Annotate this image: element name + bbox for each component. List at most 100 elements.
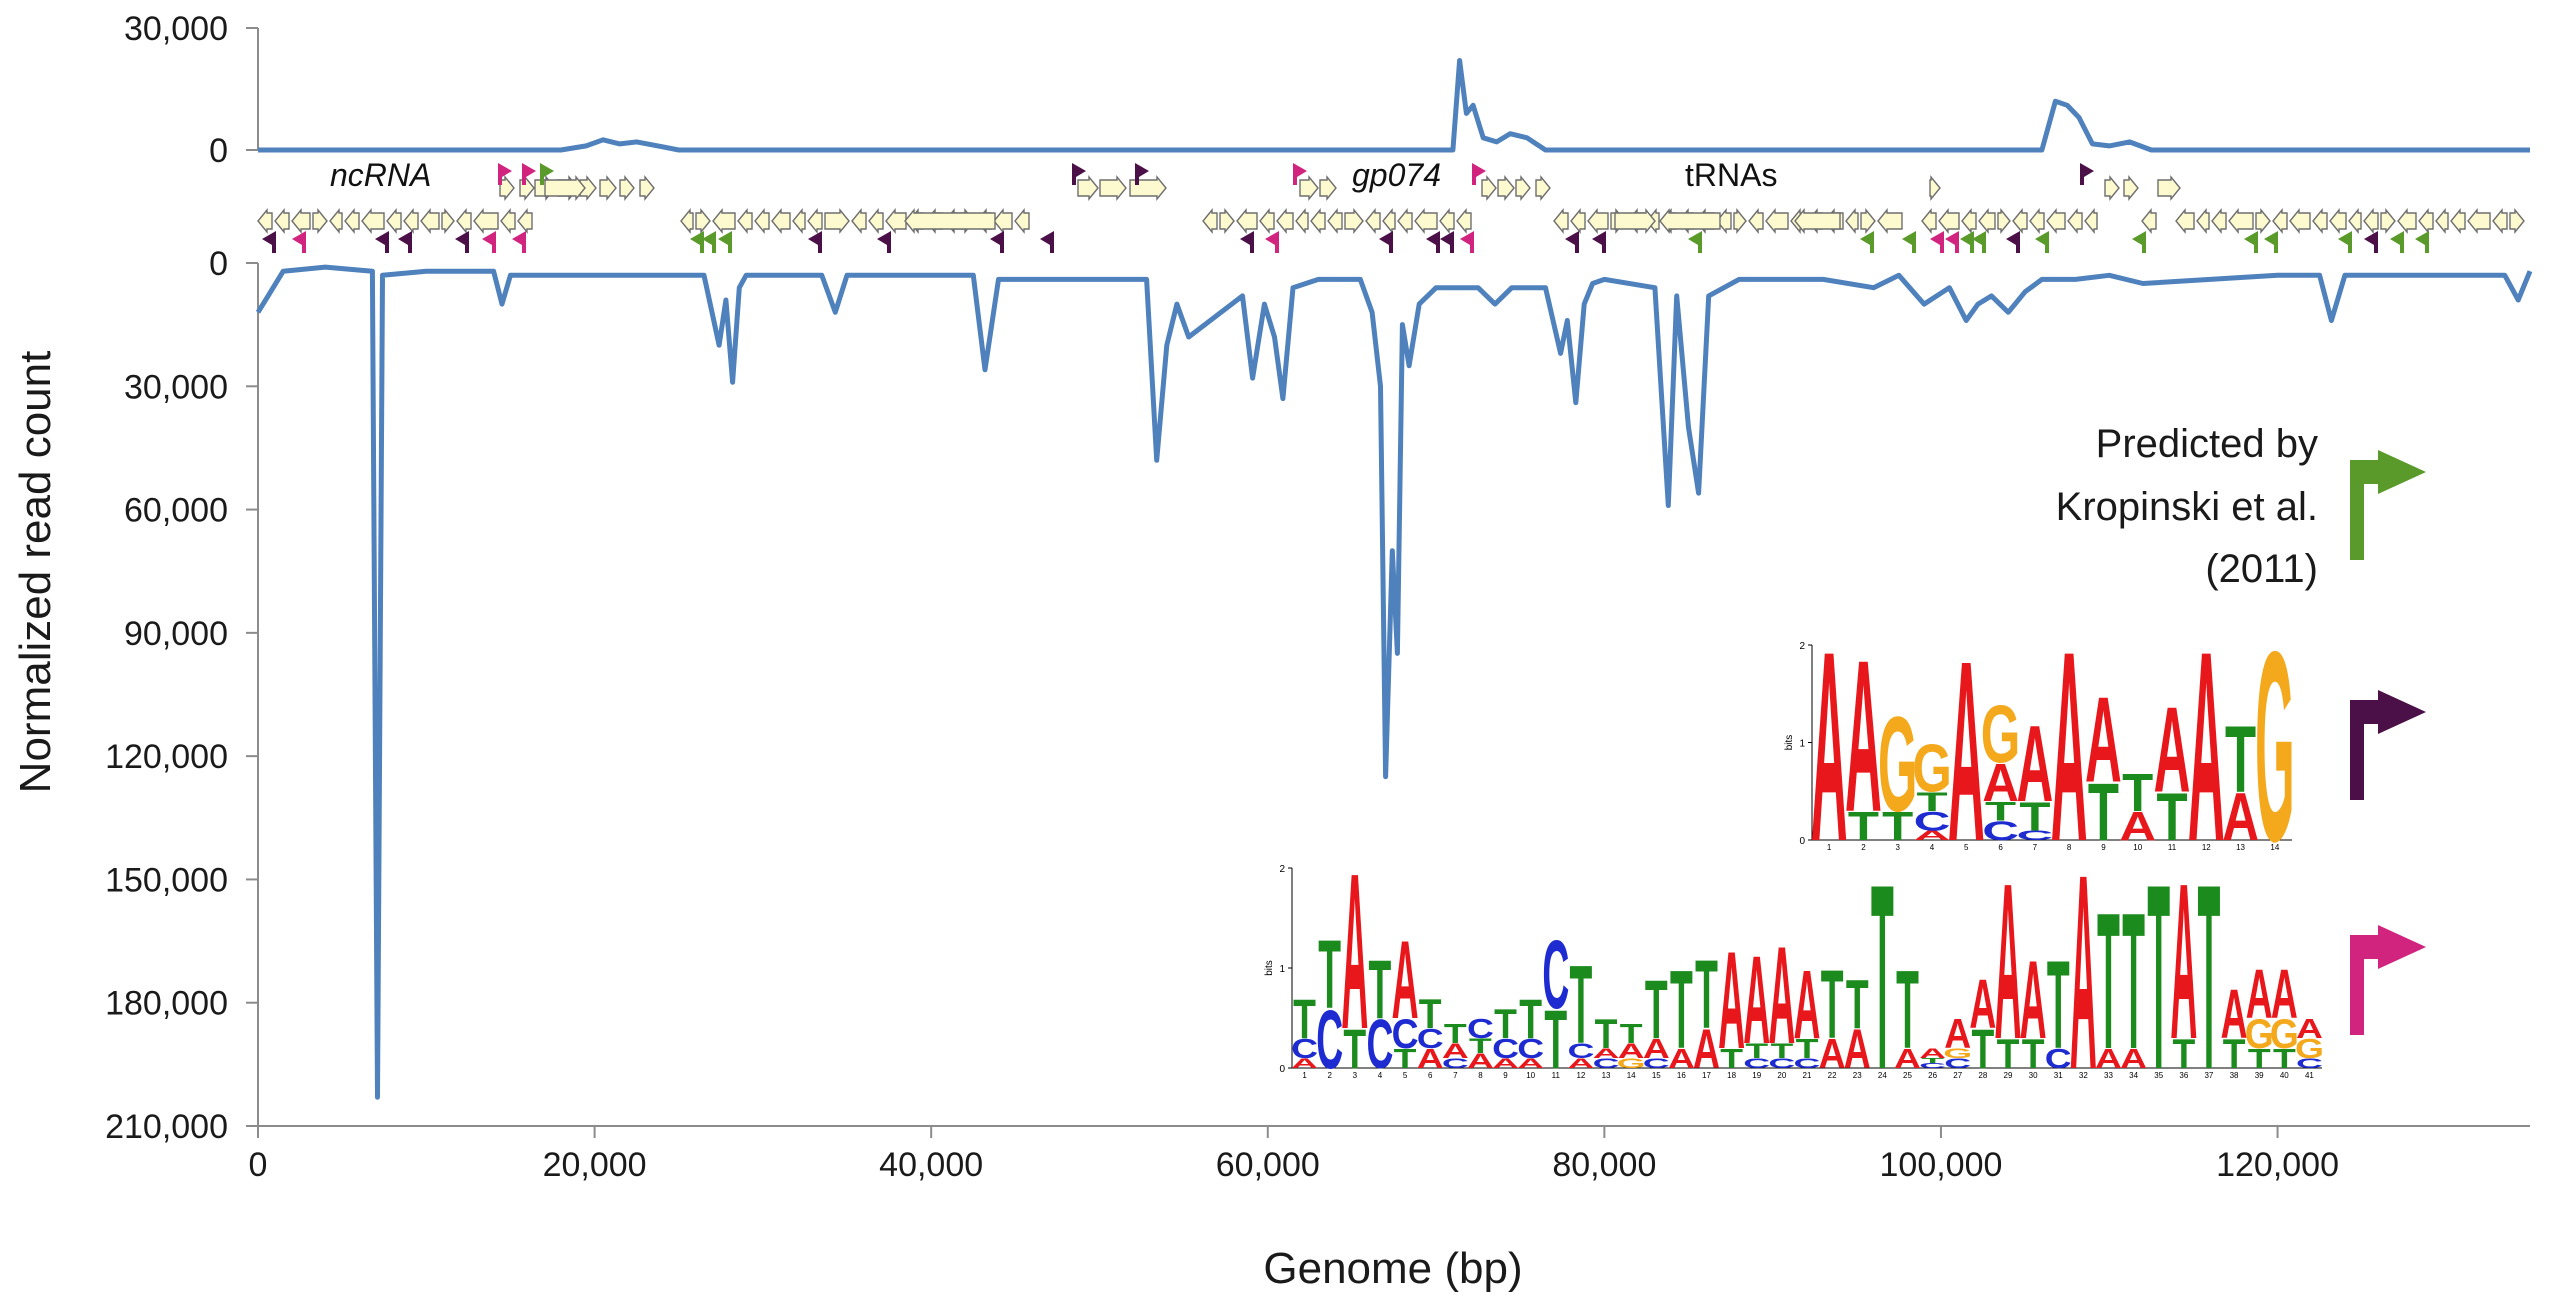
gene-arrow bbox=[1553, 208, 1569, 234]
gene-arrow bbox=[1365, 208, 1381, 234]
logo-position-label: 6 bbox=[1998, 843, 2003, 852]
promoter-flag-icon bbox=[512, 231, 526, 253]
gene-arrow bbox=[386, 208, 402, 234]
logo-letter: T bbox=[2097, 872, 2120, 1090]
gene-arrow bbox=[2329, 208, 2347, 234]
annotation-trnas: tRNAs bbox=[1685, 157, 1777, 193]
promoter-flag-icon bbox=[1440, 231, 1454, 253]
gene-arrow bbox=[1997, 208, 2011, 234]
legend-green-line-2: Kropinski et al. bbox=[2056, 485, 2318, 529]
gene-arrow bbox=[329, 208, 343, 234]
gene-arrow bbox=[2029, 208, 2045, 234]
promoter-flag-icon bbox=[1460, 231, 1474, 253]
promoter-flag-icon bbox=[702, 231, 716, 253]
gene-arrow bbox=[2363, 208, 2379, 234]
gene-arrow bbox=[2067, 208, 2083, 234]
gene-arrow bbox=[1439, 208, 1455, 234]
gene-arrow bbox=[599, 175, 617, 201]
gene-arrow bbox=[1929, 175, 1941, 201]
logo-letter: T bbox=[1620, 1018, 1643, 1049]
logo-letter: C bbox=[1919, 1062, 1946, 1070]
logo-letter: A bbox=[1618, 1040, 1645, 1063]
gene-arrow bbox=[1587, 208, 1609, 234]
logo-letter: T bbox=[1821, 950, 1844, 1060]
gene-arrow bbox=[2012, 208, 2028, 234]
x-ticks: 0 20,000 40,000 60,000 80,000 100,000 120,000 bbox=[249, 1126, 2339, 1184]
bottom-y-tick-label: 90,000 bbox=[124, 615, 228, 653]
logo-position-label: 34 bbox=[2129, 1071, 2138, 1080]
bottom-y-tick-label: 210,000 bbox=[105, 1108, 228, 1146]
gene-arrow bbox=[1414, 208, 1438, 234]
logo-position-label: 8 bbox=[2067, 843, 2072, 852]
promoter-flag-icon bbox=[808, 231, 822, 253]
logo-position-label: 9 bbox=[1503, 1071, 1508, 1080]
gene-arrow bbox=[1961, 208, 1977, 234]
gene-arrow bbox=[544, 175, 586, 201]
promoter-flag-icon bbox=[877, 231, 891, 253]
promoter-flag-icon bbox=[1265, 231, 1279, 253]
logo-y-tick-label: 0 bbox=[1279, 1064, 1285, 1075]
logo-position-label: 6 bbox=[1428, 1071, 1433, 1080]
logo-position-label: 37 bbox=[2204, 1071, 2213, 1080]
logo-letter: A bbox=[2051, 597, 2088, 899]
logo-letter: C bbox=[1291, 1033, 1318, 1064]
gene-arrow bbox=[403, 208, 419, 234]
promoter-flag-icon bbox=[540, 163, 554, 185]
logo-letter: A bbox=[1341, 827, 1368, 1075]
logo-letter: A bbox=[1392, 917, 1419, 1042]
gene-arrow bbox=[712, 208, 736, 234]
gene-arrow bbox=[2175, 208, 2195, 234]
logo-letter: T bbox=[1916, 786, 1947, 817]
logo-letter: T bbox=[2273, 1043, 2296, 1074]
logo-letter: G bbox=[2255, 597, 2295, 899]
logo-letter: G bbox=[1981, 690, 2021, 780]
logo-position-label: 4 bbox=[1930, 843, 1935, 852]
promoter-flag-icon bbox=[455, 231, 469, 253]
logo-position-label: 12 bbox=[1576, 1071, 1585, 1080]
gene-arrow bbox=[1077, 175, 1099, 201]
gene-arrow bbox=[361, 208, 385, 234]
legend-green-flag-icon bbox=[2350, 450, 2426, 560]
logo-letter: A bbox=[2246, 956, 2273, 1033]
logo-position-label: 11 bbox=[2168, 843, 2177, 852]
logo-letter: T bbox=[1971, 1019, 1994, 1081]
logo-position-label: 14 bbox=[2270, 843, 2279, 852]
x-tick-label: 20,000 bbox=[543, 1146, 647, 1184]
logo-letter: T bbox=[1997, 1031, 2020, 1077]
gene-arrow bbox=[792, 208, 806, 234]
promoter-flag-icon bbox=[1379, 231, 1393, 253]
logo-letter: A bbox=[2020, 937, 2047, 1062]
gene-arrow bbox=[1295, 208, 1309, 234]
gene-arrow bbox=[2272, 208, 2288, 234]
logo-letter: C bbox=[2016, 828, 2053, 843]
bottom-y-tick-label: 0 bbox=[209, 245, 228, 283]
promoter-flag-icon bbox=[1072, 163, 1086, 185]
gene-arrow bbox=[1877, 208, 1903, 234]
logo-letter: C bbox=[1944, 1056, 1971, 1071]
logo-position-label: 27 bbox=[1953, 1071, 1962, 1080]
promoter-flag-icon bbox=[2035, 231, 2049, 253]
logo-position-label: 32 bbox=[2079, 1071, 2088, 1080]
promoter-flag-icon bbox=[522, 163, 536, 185]
legend: Predicted by Kropinski et al. (2011) bbox=[2056, 422, 2426, 1035]
logo-position-label: 13 bbox=[2236, 843, 2245, 852]
gene-arrow bbox=[1716, 208, 1732, 234]
logo-letter: T bbox=[1871, 829, 1894, 1124]
logo-letter: C bbox=[1593, 1056, 1620, 1071]
gene-arrow bbox=[2211, 208, 2227, 234]
logo-letter: C bbox=[1768, 1056, 1795, 1071]
logo-position-label: 26 bbox=[1928, 1071, 1937, 1080]
logo-letter: T bbox=[2019, 793, 2050, 839]
logo-position-label: 8 bbox=[1478, 1071, 1483, 1080]
promoter-flag-icon bbox=[1135, 163, 1149, 185]
logo-letter: A bbox=[1718, 922, 1745, 1078]
logo-letter: A bbox=[1693, 1019, 1720, 1081]
logo-letter: G bbox=[1617, 1056, 1646, 1071]
logo-position-label: 4 bbox=[1378, 1071, 1383, 1080]
logo-position-label: 40 bbox=[2280, 1071, 2289, 1080]
gene-arrow bbox=[1382, 208, 1396, 234]
x-tick-label: 120,000 bbox=[2216, 1146, 2339, 1184]
gene-arrow bbox=[868, 208, 884, 234]
gene-arrow bbox=[1014, 208, 1030, 234]
